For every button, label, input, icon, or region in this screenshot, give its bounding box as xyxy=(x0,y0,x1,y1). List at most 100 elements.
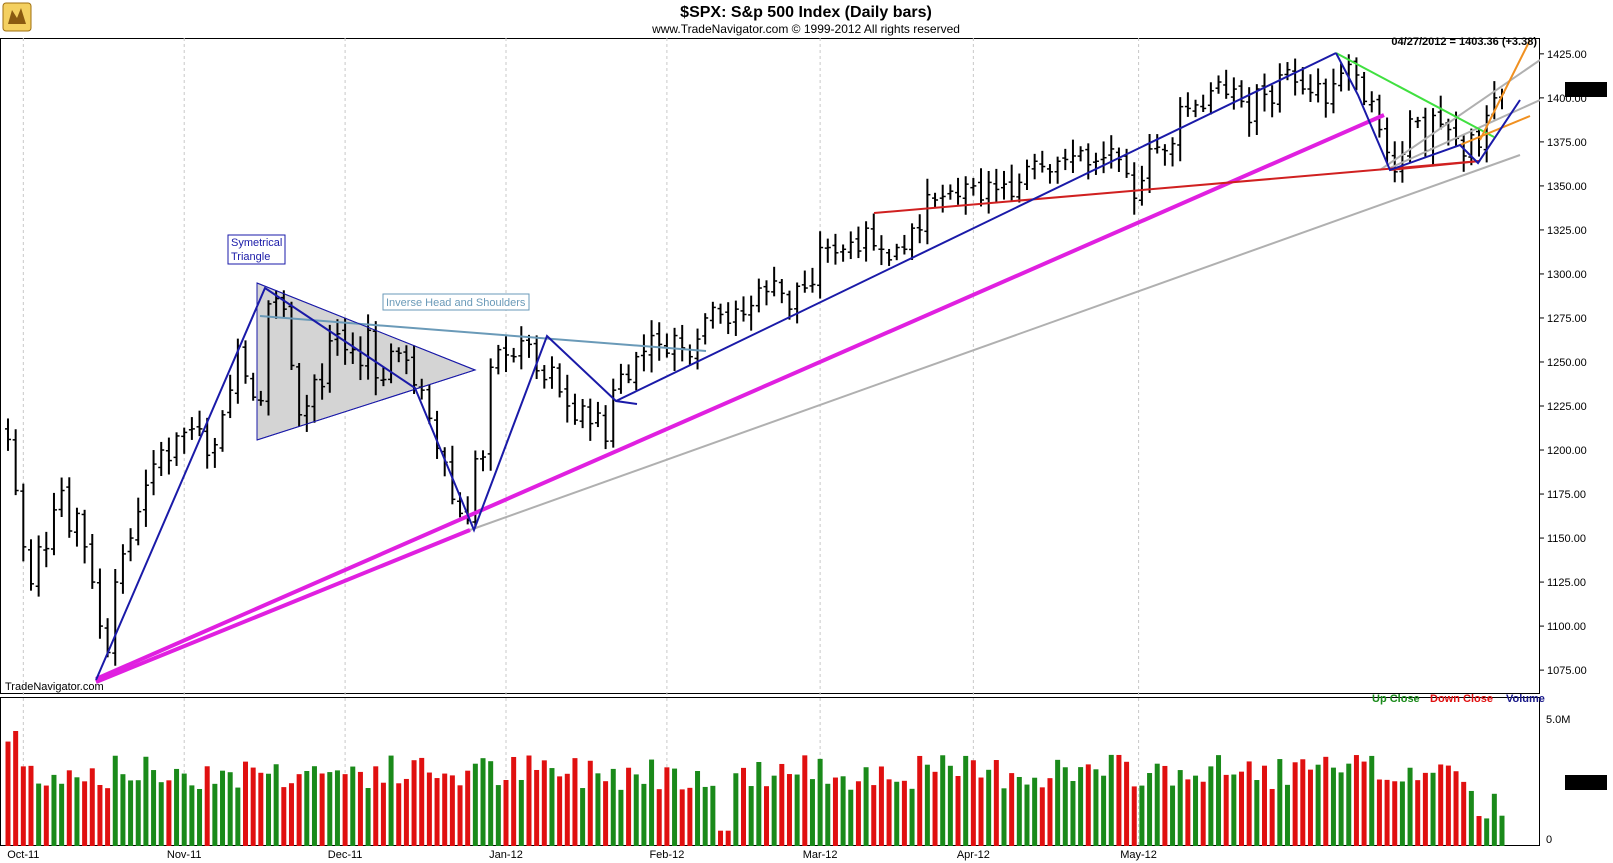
volume-bar xyxy=(748,786,754,846)
price-bar xyxy=(870,213,877,251)
volume-bar xyxy=(1032,777,1038,846)
volume-bar xyxy=(442,773,448,846)
triangle-annotation: Symetrical Triangle xyxy=(227,234,286,265)
volume-bar xyxy=(1407,767,1413,846)
red-support-line-b xyxy=(1389,160,1481,171)
price-bar xyxy=(265,300,272,416)
price-bar xyxy=(112,568,119,666)
price-bar xyxy=(127,528,134,562)
price-bar xyxy=(1322,78,1329,118)
price-bar xyxy=(679,324,686,362)
price-bar xyxy=(1054,156,1061,184)
legend-down-close: Down Close xyxy=(1430,693,1493,705)
volume-bar xyxy=(419,757,425,846)
price-bar xyxy=(188,417,195,440)
volume-bar xyxy=(1078,767,1084,846)
price-bar xyxy=(487,358,494,471)
volume-bar xyxy=(1024,784,1030,846)
volume-bar xyxy=(511,756,517,846)
volume-bar xyxy=(1246,761,1252,846)
volume-bar xyxy=(1430,772,1436,846)
vol-current-label: 2.478M xyxy=(1568,778,1605,790)
price-bar xyxy=(978,168,985,207)
volume-bar xyxy=(1269,788,1275,846)
current-price-label: 1403.36 xyxy=(1566,85,1606,97)
price-bar xyxy=(939,184,946,213)
price-bar xyxy=(58,477,65,518)
price-bar xyxy=(1261,73,1268,112)
price-y-axis: 1075.00 1100.00 1125.00 1150.00 1175.00 1200.… xyxy=(1540,49,1587,677)
price-bar xyxy=(916,214,923,244)
y-tick-label: 1100.00 xyxy=(1547,621,1586,633)
volume-bar xyxy=(832,777,838,846)
volume-bar xyxy=(1261,765,1267,846)
price-bar xyxy=(1215,75,1222,94)
volume-bar xyxy=(327,772,333,846)
price-bar xyxy=(50,492,57,556)
volume-bar xyxy=(1001,788,1007,846)
volume-bar xyxy=(235,787,241,846)
x-tick-label: May-12 xyxy=(1120,849,1157,861)
volume-bar xyxy=(794,774,800,846)
watermark: TradeNavigator.com xyxy=(5,681,104,693)
price-bar xyxy=(196,410,203,437)
price-bar xyxy=(319,363,326,400)
y-tick-label: 1325.00 xyxy=(1547,225,1587,237)
price-bar xyxy=(717,303,724,324)
hs-label: Inverse Head and Shoulders xyxy=(386,297,526,309)
volume-bar xyxy=(1147,773,1153,846)
volume-bar xyxy=(718,830,724,846)
price-bar xyxy=(893,243,900,261)
price-bar xyxy=(824,238,831,263)
volume-bar xyxy=(672,768,678,846)
volume-bar xyxy=(495,785,501,846)
volume-bar xyxy=(357,771,363,846)
price-bar xyxy=(1154,134,1161,154)
y-tick-label: 1175.00 xyxy=(1547,489,1586,501)
triangle-outline xyxy=(256,282,477,441)
volume-bar xyxy=(986,769,992,846)
volume-bar xyxy=(618,789,624,846)
volume-y-axis: 5.0M 2.478M 0 xyxy=(1546,714,1607,846)
y-tick-label: 1125.00 xyxy=(1547,577,1586,589)
hs-annotation: Inverse Head and Shoulders xyxy=(382,293,530,311)
volume-bar xyxy=(1085,764,1091,846)
volume-bar xyxy=(848,789,854,846)
price-bar xyxy=(778,278,785,304)
x-tick-label: Feb-12 xyxy=(649,849,684,861)
neckline xyxy=(259,315,707,352)
price-bar xyxy=(227,374,234,419)
gray-channel-lower xyxy=(469,154,1521,531)
volume-bar xyxy=(993,760,999,846)
price-bar xyxy=(525,334,532,358)
volume-bar xyxy=(932,771,938,846)
price-bar xyxy=(1115,147,1122,172)
price-bar xyxy=(564,374,571,423)
price-bar xyxy=(250,372,257,401)
volume-bar xyxy=(1330,767,1336,846)
price-bar xyxy=(809,267,816,293)
price-bar xyxy=(610,378,617,448)
volume-bar xyxy=(1154,763,1160,846)
volume-panel xyxy=(0,697,1540,846)
volume-bar xyxy=(1193,775,1199,846)
volume-bar xyxy=(403,778,409,846)
price-bar xyxy=(242,340,249,384)
volume-bar xyxy=(82,781,88,846)
volume-bar xyxy=(580,788,586,846)
volume-bar xyxy=(1453,771,1459,846)
volume-bar xyxy=(13,730,19,846)
volume-bar xyxy=(1231,774,1237,846)
price-bar xyxy=(1476,127,1483,157)
price-bar xyxy=(955,177,962,205)
volume-bar xyxy=(710,785,716,846)
price-bar xyxy=(1338,63,1345,92)
volume-bar xyxy=(1162,765,1168,846)
x-tick-label: Mar-12 xyxy=(803,849,838,861)
price-bar xyxy=(548,356,555,389)
volume-bar xyxy=(1499,815,1505,846)
volume-bar xyxy=(181,773,187,846)
price-bar xyxy=(1131,162,1138,215)
price-bar xyxy=(119,544,126,594)
price-bar xyxy=(1062,148,1069,171)
